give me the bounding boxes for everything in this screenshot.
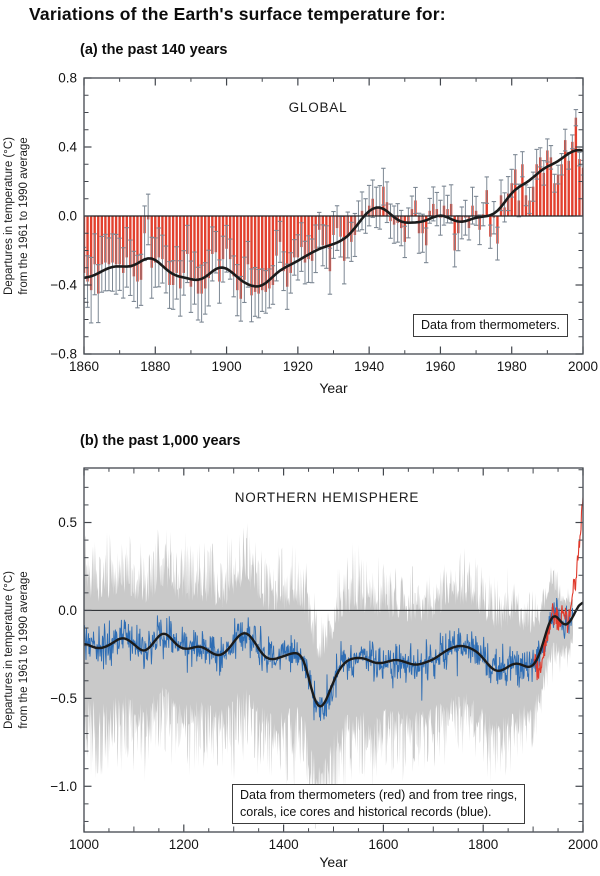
svg-text:0.8: 0.8 <box>58 71 77 86</box>
svg-text:0.4: 0.4 <box>58 140 77 155</box>
svg-text:1900: 1900 <box>212 359 242 374</box>
chart-a-y-axis-label-line1: Departures in temperature (°C) <box>3 137 16 295</box>
svg-text:1960: 1960 <box>425 359 455 374</box>
svg-text:1400: 1400 <box>269 837 299 852</box>
chart-b-y-axis-label-line2: from the 1961 to 1990 average <box>18 571 30 729</box>
chart-b-annotation-line2: corals, ice cores and historical records… <box>240 804 492 819</box>
chart-a-region-label: GLOBAL <box>288 100 348 115</box>
svg-text:Year: Year <box>319 380 348 396</box>
svg-text:−1.0: −1.0 <box>50 779 77 794</box>
svg-text:0.0: 0.0 <box>58 209 77 224</box>
chart-b-canvas: 0.5 0.0 −0.5 −1.0 1000 1200 1400 1600 1800 2000 Ye… <box>50 467 598 870</box>
chart-b-annotation-box: Data from thermometers (red) and from tr… <box>232 784 526 824</box>
svg-text:1920: 1920 <box>283 359 313 374</box>
panel-a-title: (a) the past 140 years <box>80 42 228 58</box>
chart-a-y-axis-label: Departures in temperature (°C) from the … <box>2 137 32 295</box>
svg-text:2000: 2000 <box>568 837 598 852</box>
svg-text:−0.4: −0.4 <box>50 278 77 293</box>
chart-a-annotation-text: Data from thermometers. <box>421 318 560 332</box>
svg-text:−0.5: −0.5 <box>50 691 77 706</box>
svg-text:−0.8: −0.8 <box>50 347 77 362</box>
panel-b-title: (b) the past 1,000 years <box>80 433 241 449</box>
svg-text:2000: 2000 <box>568 359 598 374</box>
svg-text:1980: 1980 <box>497 359 527 374</box>
svg-text:0.5: 0.5 <box>58 515 77 530</box>
chart-b-y-axis-label-line1: Departures in temperature (°C) <box>3 571 16 729</box>
chart-a-annotation-box: Data from thermometers. <box>413 314 568 337</box>
svg-text:Year: Year <box>319 854 348 870</box>
svg-text:1600: 1600 <box>368 837 398 852</box>
chart-b-annotation-line1: Data from thermometers (red) and from tr… <box>240 788 518 802</box>
chart-b-y-axis-label: Departures in temperature (°C) from the … <box>2 571 32 729</box>
svg-text:1860: 1860 <box>69 359 99 374</box>
figure-title: Variations of the Earth's surface temper… <box>29 4 446 24</box>
chart-b-region-label: NORTHERN HEMISPHERE <box>234 490 420 505</box>
svg-text:1000: 1000 <box>69 837 99 852</box>
svg-text:1880: 1880 <box>140 359 170 374</box>
svg-text:1200: 1200 <box>169 837 199 852</box>
chart-a-y-axis-label-line2: from the 1961 to 1990 average <box>18 137 30 295</box>
svg-text:0.0: 0.0 <box>58 603 77 618</box>
svg-text:1940: 1940 <box>354 359 384 374</box>
svg-text:1800: 1800 <box>468 837 498 852</box>
